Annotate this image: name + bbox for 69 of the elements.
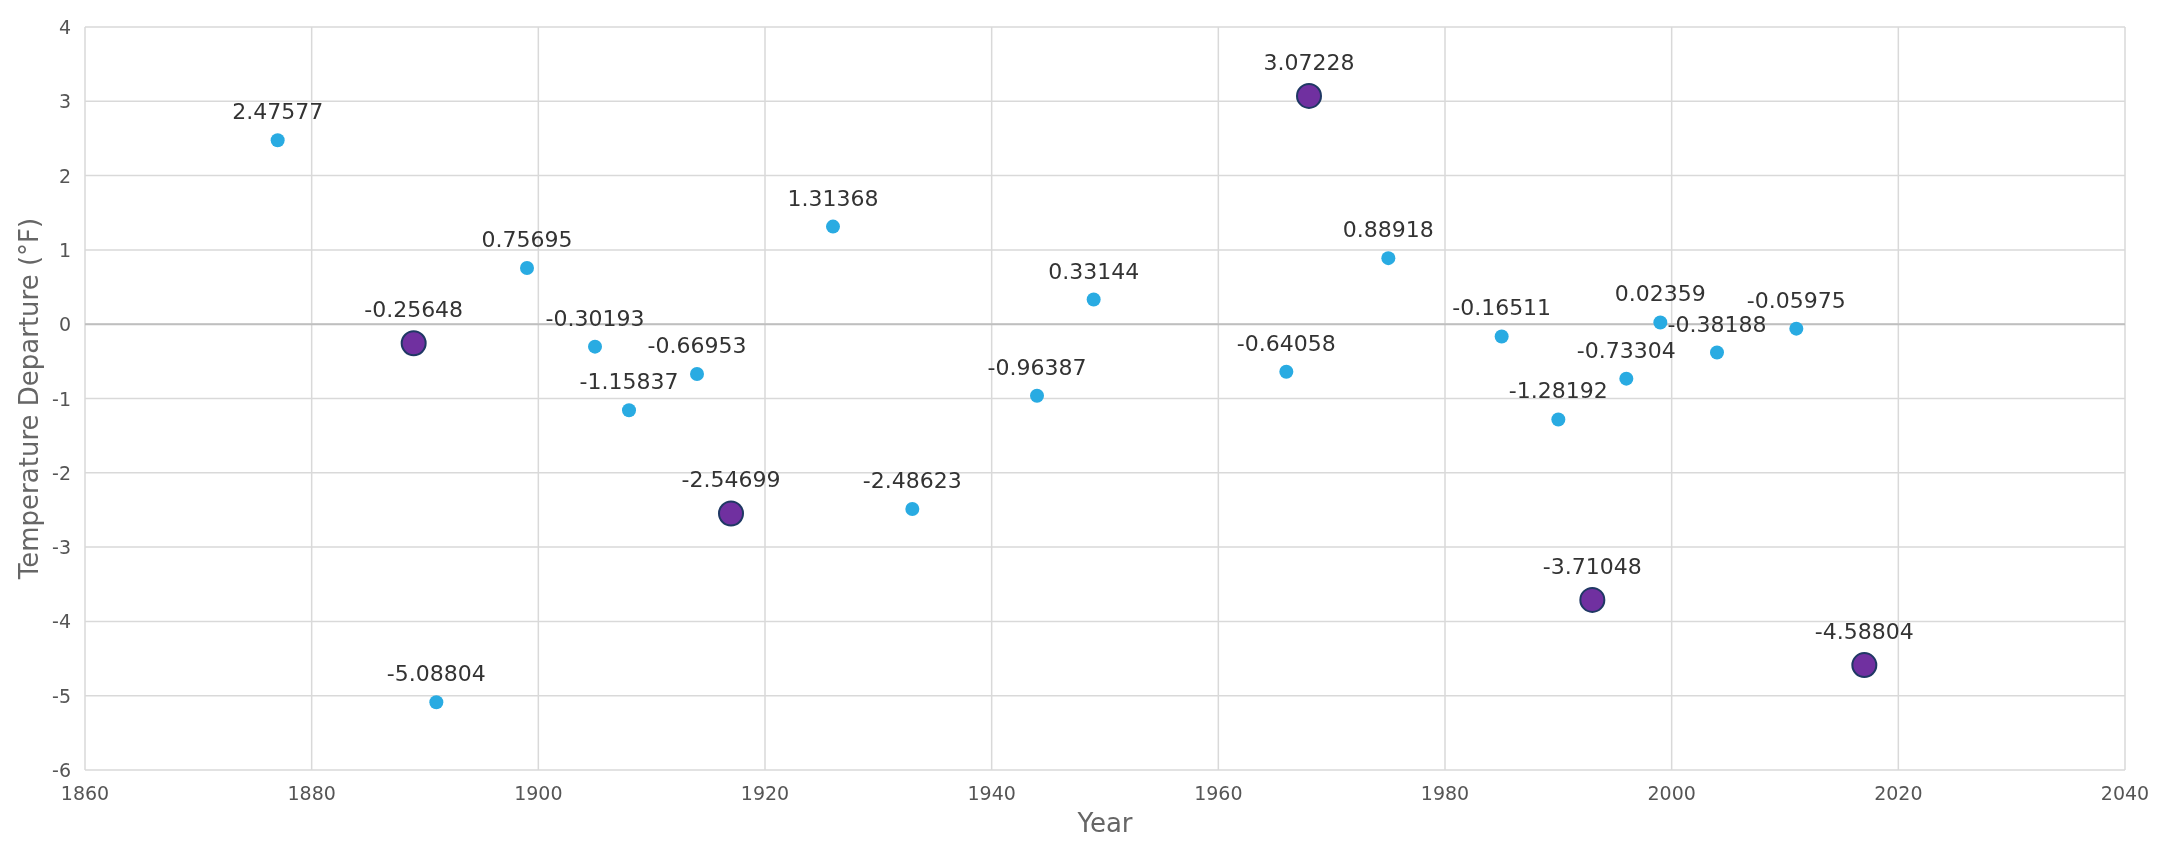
point — [588, 339, 602, 354]
data-label: 2.47577 — [232, 99, 324, 125]
point — [1381, 251, 1396, 266]
y-tick-label: -1 — [52, 387, 71, 410]
y-tick-label: 0 — [58, 313, 71, 336]
x-tick-label: 2000 — [1647, 782, 1696, 804]
data-label: -0.05975 — [1746, 287, 1846, 313]
data-label: 0.75695 — [481, 226, 573, 252]
point — [429, 695, 444, 710]
point — [1710, 345, 1724, 360]
data-label: -0.38188 — [1667, 311, 1767, 337]
data-label: -0.64058 — [1236, 330, 1336, 356]
x-tick-label: 1920 — [740, 782, 790, 804]
point — [1030, 388, 1044, 403]
x-tick-label: 1860 — [60, 782, 110, 804]
point — [400, 330, 427, 357]
point — [826, 219, 840, 234]
data-label: 1.31368 — [787, 185, 879, 211]
point — [718, 500, 744, 527]
y-tick-label: 4 — [58, 16, 71, 38]
data-label: 0.02359 — [1614, 281, 1706, 307]
y-tick-label: -3 — [52, 536, 71, 559]
point — [622, 403, 636, 418]
point — [1851, 652, 1878, 679]
y-tick-label: 1 — [58, 238, 71, 261]
point — [905, 501, 920, 516]
y-tick-label: 3 — [58, 90, 71, 113]
point — [1619, 371, 1634, 386]
data-label: -0.66953 — [647, 332, 747, 358]
data-label: -1.15837 — [579, 369, 679, 395]
data-label: -2.54699 — [681, 467, 781, 493]
point — [1579, 586, 1606, 613]
data-label: -5.08804 — [386, 661, 486, 687]
x-axis-title: Year — [1076, 808, 1133, 838]
x-tick-label: 2020 — [1874, 782, 1923, 804]
point — [1086, 292, 1101, 307]
x-tick-label: 1980 — [1420, 782, 1470, 804]
x-tick-label: 1940 — [967, 782, 1016, 804]
point — [1296, 82, 1322, 109]
y-tick-label: -2 — [52, 461, 71, 484]
data-label: -1.28192 — [1508, 378, 1608, 404]
data-label: 0.88918 — [1342, 217, 1434, 243]
y-tick-label: -6 — [52, 759, 71, 781]
x-tick-label: 1880 — [287, 782, 336, 804]
point — [1279, 364, 1294, 379]
data-label: -0.96387 — [987, 354, 1087, 380]
point — [520, 260, 534, 275]
x-tick-label: 2040 — [2100, 782, 2150, 804]
data-label: -4.58804 — [1814, 619, 1914, 645]
point — [1494, 329, 1509, 344]
data-label: -0.25648 — [364, 297, 464, 323]
y-tick-label: 2 — [58, 164, 71, 187]
point — [1551, 412, 1566, 427]
data-label: -3.71048 — [1542, 553, 1642, 579]
x-tick-label: 1900 — [514, 782, 563, 804]
point — [1653, 315, 1668, 330]
data-label: -0.16511 — [1452, 295, 1552, 321]
point — [270, 133, 285, 148]
data-label: 3.07228 — [1263, 49, 1355, 75]
point — [690, 366, 704, 381]
data-label: -0.73304 — [1576, 337, 1676, 363]
point — [1789, 321, 1804, 336]
data-label: 0.33144 — [1048, 258, 1140, 284]
y-axis-title: Temperature Departure (°F) — [14, 217, 44, 581]
y-tick-label: -4 — [52, 610, 71, 633]
data-label: -0.30193 — [545, 305, 645, 331]
data-label: -2.48623 — [862, 467, 962, 493]
x-tick-label: 1960 — [1194, 782, 1243, 804]
y-tick-label: -5 — [52, 684, 71, 707]
